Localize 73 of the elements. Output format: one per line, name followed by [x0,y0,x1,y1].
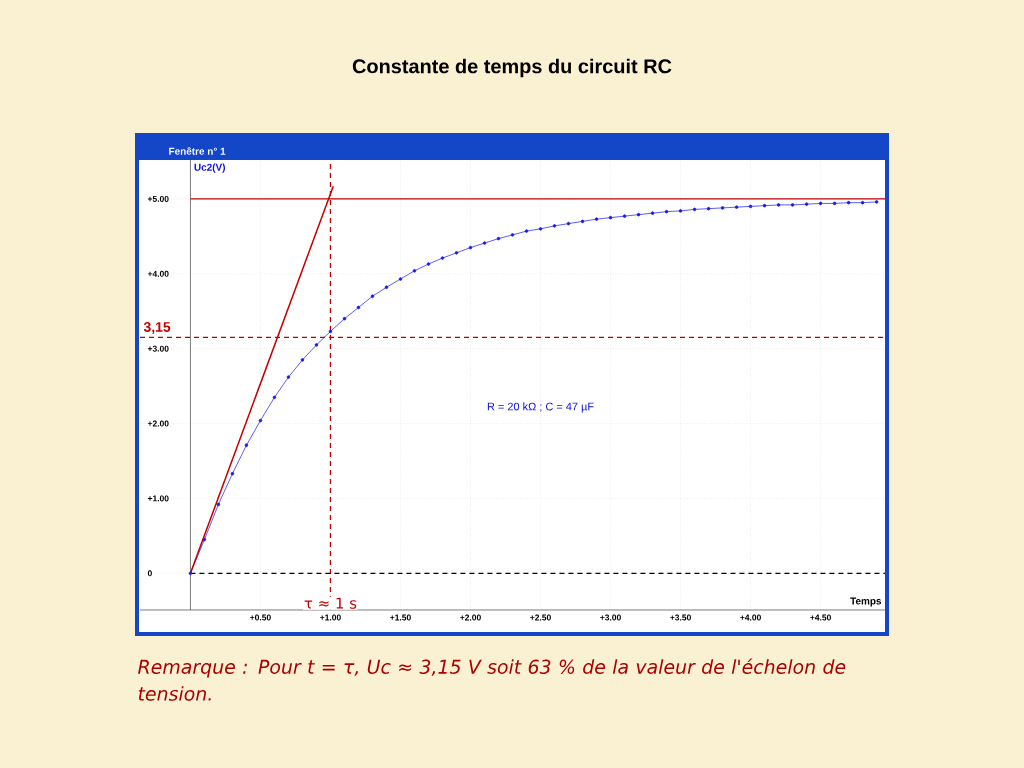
point [818,201,823,206]
point [230,471,235,476]
x-tick-label: +4.50 [810,614,831,621]
y-tick-label: +2.00 [147,420,169,427]
point [342,316,347,321]
x-axis-title: Temps [850,597,882,607]
y-tick-label: +3.00 [147,345,169,352]
y-tick-label: 0 [147,570,152,577]
point [594,217,599,221]
point [300,358,305,362]
x-tick-label: +4.00 [740,614,761,621]
point [860,200,865,205]
point [370,294,375,298]
x-tick-label: +2.50 [530,614,551,621]
point [426,262,431,266]
point [272,395,277,400]
x-tick-label: +3.00 [600,614,621,621]
point [468,245,473,250]
point [678,209,683,213]
point [244,443,249,448]
point [314,343,319,347]
point [720,206,725,210]
point [482,241,487,245]
point [202,537,207,542]
point [832,201,837,206]
y-tick-label: +4.00 [147,270,169,277]
y-tick-label: +5.00 [147,195,169,202]
point [776,203,781,207]
point [384,285,389,290]
point [636,212,641,217]
text: Remarque : Pour t = τ, Uc ≈ 3,15 V soit 63 % de la valeur de l'échelon de tension. [138,658,846,701]
point [846,200,851,205]
point [580,219,585,224]
point [608,215,613,220]
point [258,418,263,423]
point [440,256,445,260]
ref-line-label: τ ≈ 1 s [304,597,357,609]
point [650,211,655,215]
point [692,207,697,212]
chart-title: Constante de temps du circuit RC [352,58,672,78]
point [356,305,361,310]
point [216,502,221,507]
point [496,236,501,241]
annotation: R = 20 kΩ ; C = 47 µF [487,402,594,413]
point [412,269,417,273]
point [790,203,795,207]
point [748,204,753,209]
x-tick-label: +1.00 [320,614,341,621]
point [286,375,291,379]
point [552,224,557,228]
point [874,200,879,204]
point [328,329,333,334]
x-tick-label: +2.00 [460,614,481,621]
point [664,209,669,214]
point [622,214,627,218]
point [510,233,515,237]
y-axis-title: Uc2(V) [194,163,226,173]
point [762,203,767,208]
x-tick-label: +1.50 [390,614,411,621]
text: Fenêtre n° 1 [169,147,226,155]
y-tick-label: +1.00 [147,495,169,502]
point [804,202,809,206]
point [734,205,739,209]
point [188,571,193,576]
x-tick-label: +0.50 [250,614,271,621]
ref-line-label: 3,15 [143,322,171,334]
point [538,227,543,231]
point [454,251,459,255]
point [566,221,571,226]
point [398,277,403,281]
point [524,229,529,233]
x-tick-label: +3.50 [670,614,691,621]
point [706,206,711,211]
